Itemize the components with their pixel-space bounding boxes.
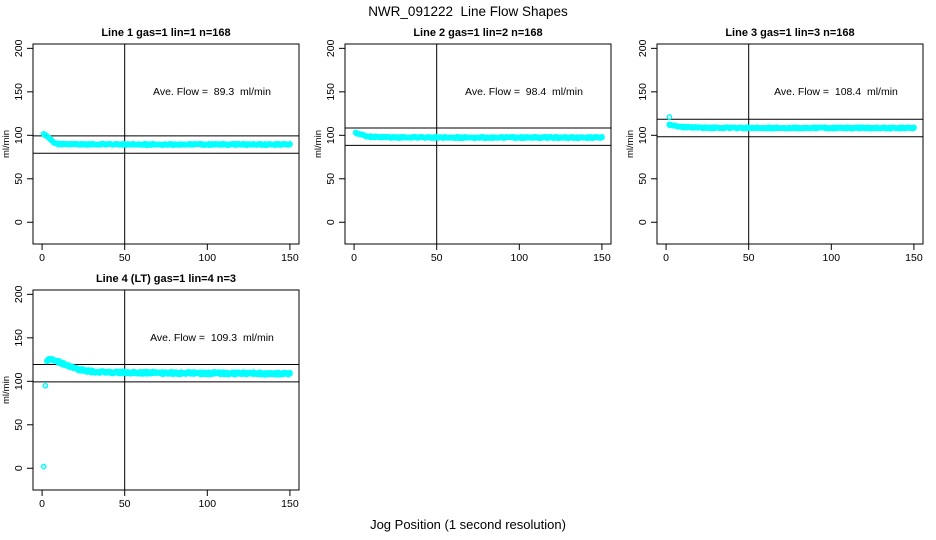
ave-flow-annotation: Ave. Flow = 108.4 ml/min — [774, 86, 898, 98]
data-points — [40, 355, 293, 470]
panel-title: Line 3 gas=1 lin=3 n=168 — [725, 27, 854, 39]
x-tick-label: 0 — [39, 498, 45, 510]
y-tick-label: 100 — [325, 126, 337, 144]
y-tick-label: 0 — [637, 219, 649, 225]
plot-box — [32, 289, 300, 491]
line-3-chart: 0 50 100 150 0 50 100 150 200 ml/min Line 3 gas=1 … — [625, 27, 924, 264]
panel-line-1: 0 50 100 150 0 50 100 150 200 ml/min Line 1 gas=1 … — [0, 24, 312, 270]
x-tick-label: 100 — [199, 252, 217, 264]
y-tick-label: 200 — [13, 39, 25, 57]
y-axis: 0 50 100 150 200 — [13, 285, 33, 471]
plot-box — [32, 43, 300, 245]
y-tick-label: 150 — [13, 83, 25, 101]
x-tick-label: 100 — [511, 252, 529, 264]
y-tick-label: 50 — [13, 419, 25, 431]
y-tick-label: 100 — [13, 372, 25, 390]
y-axis: 0 50 100 150 200 — [13, 39, 33, 225]
x-tick-label: 50 — [119, 252, 131, 264]
y-axis-label: ml/min — [313, 130, 324, 158]
data-points — [352, 129, 605, 142]
data-point — [911, 125, 917, 131]
figure-x-axis-label: Jog Position (1 second resolution) — [370, 517, 566, 532]
ave-flow-annotation: Ave. Flow = 89.3 ml/min — [153, 86, 271, 98]
x-axis: 0 50 100 150 — [39, 244, 299, 264]
y-tick-label: 200 — [325, 39, 337, 57]
data-point — [666, 114, 673, 120]
y-axis: 0 50 100 150 200 — [325, 39, 345, 225]
x-axis: 0 50 100 150 — [663, 244, 923, 264]
data-point — [287, 370, 293, 377]
x-tick-label: 50 — [119, 498, 131, 510]
plot-box — [344, 43, 612, 245]
x-axis: 0 50 100 150 — [39, 490, 299, 510]
panel-line-3: 0 50 100 150 0 50 100 150 200 ml/min Line 3 gas=1 … — [624, 24, 936, 270]
figure-title: NWR_091222 Line Flow Shapes — [368, 4, 568, 19]
x-tick-label: 0 — [351, 252, 357, 264]
y-tick-label: 150 — [325, 83, 337, 101]
line-2-chart: 0 50 100 150 0 50 100 150 200 ml/min Line 2 gas=1 … — [313, 27, 612, 264]
data-points — [666, 114, 917, 132]
y-tick-label: 200 — [637, 39, 649, 57]
x-tick-label: 50 — [743, 252, 755, 264]
panel-line-2: 0 50 100 150 0 50 100 150 200 ml/min Line 2 gas=1 … — [312, 24, 624, 270]
x-tick-label: 50 — [431, 252, 443, 264]
x-tick-label: 150 — [281, 252, 299, 264]
y-axis: 0 50 100 150 200 — [637, 39, 657, 225]
data-point — [599, 134, 605, 141]
line-4-chart: 0 50 100 150 0 50 100 150 200 ml/min Line 4 (LT) g… — [1, 273, 300, 510]
y-tick-label: 100 — [13, 126, 25, 144]
y-axis-label: ml/min — [625, 130, 636, 158]
panel-title: Line 2 gas=1 lin=2 n=168 — [413, 27, 542, 39]
y-axis-label: ml/min — [1, 130, 12, 158]
data-point — [287, 141, 293, 148]
data-point — [42, 382, 49, 389]
x-tick-label: 0 — [663, 252, 669, 264]
line-1-chart: 0 50 100 150 0 50 100 150 200 ml/min Line 1 gas=1 … — [1, 27, 300, 264]
y-tick-label: 100 — [637, 126, 649, 144]
x-tick-label: 150 — [905, 252, 923, 264]
y-tick-label: 0 — [13, 219, 25, 225]
y-axis-label: ml/min — [1, 376, 12, 404]
x-tick-label: 150 — [593, 252, 611, 264]
y-tick-label: 150 — [637, 83, 649, 101]
y-tick-label: 50 — [325, 173, 337, 185]
x-axis: 0 50 100 150 — [351, 244, 611, 264]
x-tick-label: 100 — [823, 252, 841, 264]
y-tick-label: 200 — [13, 285, 25, 303]
ave-flow-annotation: Ave. Flow = 109.3 ml/min — [150, 332, 274, 344]
y-tick-label: 0 — [13, 465, 25, 471]
y-tick-label: 50 — [637, 173, 649, 185]
y-tick-label: 150 — [13, 329, 25, 347]
panel-title: Line 4 (LT) gas=1 lin=4 n=3 — [96, 273, 236, 285]
x-tick-label: 150 — [281, 498, 299, 510]
data-point — [40, 463, 47, 470]
panel-line-4: 0 50 100 150 0 50 100 150 200 ml/min Line 4 (LT) g… — [0, 270, 312, 516]
plot-box — [656, 43, 924, 245]
ave-flow-annotation: Ave. Flow = 98.4 ml/min — [465, 86, 583, 98]
x-tick-label: 0 — [39, 252, 45, 264]
x-tick-label: 100 — [199, 498, 217, 510]
y-tick-label: 50 — [13, 173, 25, 185]
panel-title: Line 1 gas=1 lin=1 n=168 — [101, 27, 230, 39]
y-tick-label: 0 — [325, 219, 337, 225]
data-points — [40, 130, 293, 148]
